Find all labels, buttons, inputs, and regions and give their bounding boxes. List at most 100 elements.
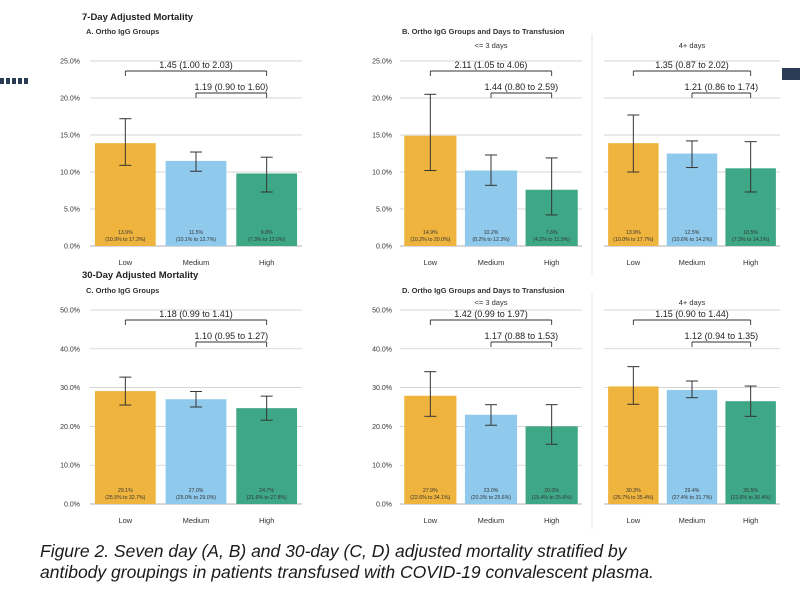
- panel-d1-bar-value-label: 23.0%: [484, 488, 499, 494]
- panel-d1-ytick-label: 0.0%: [376, 502, 392, 509]
- panel-a-title: A. Ortho IgG Groups: [86, 27, 159, 36]
- panel-b1-bar-value-label: 7.6%: [546, 230, 558, 236]
- panel-d2-category-label: High: [743, 516, 758, 525]
- panel-d1-category-label: Low: [423, 516, 437, 525]
- panel-d2-category-label: Medium: [679, 516, 706, 525]
- panel-c-bar-value-label: 24.7%: [259, 488, 274, 494]
- panel-c-category-label: High: [259, 516, 274, 525]
- panel-c-comparison-label: 1.10 (0.95 to 1.27): [195, 331, 269, 341]
- panel-a-category-label: Low: [118, 258, 132, 267]
- panel-d1-bar-ci-label: (20.3% to 25.6%): [471, 495, 511, 501]
- panel-b2-bar-ci-label: (7.3% to 14.1%): [732, 237, 769, 243]
- panel-c-title: C. Ortho IgG Groups: [86, 286, 159, 295]
- panel-b1-category-label: High: [544, 258, 559, 267]
- panel-a-category-label: High: [259, 258, 274, 267]
- caption-line-1: Figure 2. Seven day (A, B) and 30-day (C…: [40, 541, 627, 561]
- figure-panel: 7-Day Adjusted Mortality 30-Day Adjusted …: [34, 4, 782, 534]
- panel-b2-bar-value-label: 10.5%: [743, 230, 758, 236]
- panel-c-ytick-label: 40.0%: [60, 346, 80, 353]
- panel-b1-bar-ci-label: (10.2% to 20.0%): [410, 237, 450, 243]
- panel-a-comparison-label: 1.45 (1.00 to 2.03): [159, 60, 233, 70]
- panel-a-comparison-label: 1.19 (0.90 to 1.60): [195, 82, 269, 92]
- panel-c-bar-medium: [165, 399, 227, 504]
- panel-b1-category-label: Medium: [478, 258, 505, 267]
- panel-d1-bar-value-label: 27.9%: [423, 488, 438, 494]
- panel-b1-bar-ci-label: (8.2% to 12.3%): [472, 237, 509, 243]
- panel-c-bar-ci-label: (25.0% to 29.0%): [176, 495, 216, 501]
- panel-d2-bar-high: [725, 401, 776, 504]
- panel-d1-ytick-label: 40.0%: [372, 346, 392, 353]
- panel-d1-title: D. Ortho IgG Groups and Days to Transfus…: [402, 286, 565, 295]
- panel-c-ytick-label: 20.0%: [60, 424, 80, 431]
- panel-d2-category-label: Low: [626, 516, 640, 525]
- panel-a-bar-ci-label: (10.1% to 12.7%): [176, 237, 216, 243]
- panel-d1-category-label: Medium: [478, 516, 505, 525]
- panel-b1-ytick-label: 25.0%: [372, 59, 392, 66]
- panel-c-ytick-label: 50.0%: [60, 308, 80, 315]
- panel-c-bar-high: [236, 408, 298, 504]
- panel-d2-bar-ci-label: (25.7% to 35.4%): [613, 495, 653, 501]
- panel-d1-comparison-label: 1.42 (0.99 to 1.97): [454, 309, 528, 319]
- panel-c-bar-ci-label: (25.5% to 32.7%): [105, 495, 145, 501]
- panel-d2-bar-medium: [666, 389, 718, 504]
- panel-d2-bar-value-label: 30.3%: [626, 488, 641, 494]
- panel-c-ytick-label: 30.0%: [60, 385, 80, 392]
- panel-a-ytick-label: 15.0%: [60, 133, 80, 140]
- caption-line-2: antibody groupings in patients transfuse…: [40, 562, 654, 582]
- panel-d2-comparison-label: 1.12 (0.94 to 1.35): [685, 331, 759, 341]
- panel-b1-comparison-label: 1.44 (0.80 to 2.59): [485, 82, 559, 92]
- panel-b1-ytick-label: 10.0%: [372, 170, 392, 177]
- panel-a-category-label: Medium: [183, 258, 210, 267]
- panel-a-bar-medium: [165, 160, 227, 246]
- panel-d1-ytick-label: 30.0%: [372, 385, 392, 392]
- panel-a-bar-value-label: 13.9%: [118, 230, 133, 236]
- panel-c-bar-ci-label: (21.6% to 27.8%): [247, 495, 287, 501]
- slide-decoration-left: [0, 71, 34, 84]
- panel-d1-bar-medium: [464, 414, 518, 504]
- panel-b1-subtitle: <= 3 days: [475, 41, 508, 50]
- panel-d2-comparison-label: 1.15 (0.90 to 1.44): [655, 309, 729, 319]
- panel-b1-comparison-label: 2.11 (1.05 to 4.06): [455, 60, 528, 70]
- panel-c-ytick-label: 0.0%: [64, 502, 80, 509]
- panel-d1-ytick-label: 20.0%: [372, 424, 392, 431]
- panel-d1-comparison-label: 1.17 (0.88 to 1.53): [485, 331, 559, 341]
- panel-a-bar-ci-label: (7.3% to 12.0%): [248, 237, 285, 243]
- panel-b1-ytick-label: 20.0%: [372, 96, 392, 103]
- panel-b1-bar-value-label: 14.9%: [423, 230, 438, 236]
- panel-b2-category-label: Low: [626, 258, 640, 267]
- panel-d1-bar-value-label: 20.0%: [544, 488, 559, 494]
- panel-b2-bar-ci-label: (10.0% to 17.7%): [613, 237, 653, 243]
- panel-a-bar-ci-label: (10.9% to 17.2%): [105, 237, 145, 243]
- panel-b1-title: B. Ortho IgG Groups and Days to Transfus…: [402, 27, 565, 36]
- panel-b1-ytick-label: 15.0%: [372, 133, 392, 140]
- panel-d2-bar-low: [608, 386, 659, 504]
- section-title-30-day: 30-Day Adjusted Mortality: [82, 270, 199, 281]
- panel-b2-bar-value-label: 13.9%: [626, 230, 641, 236]
- panel-b2-subtitle: 4+ days: [679, 41, 706, 50]
- panel-c-category-label: Medium: [183, 516, 210, 525]
- panel-a-bar-value-label: 9.8%: [261, 230, 273, 236]
- mortality-charts: 7-Day Adjusted Mortality 30-Day Adjusted …: [60, 12, 780, 529]
- panel-a-ytick-label: 20.0%: [60, 96, 80, 103]
- panel-d1-ytick-label: 10.0%: [372, 463, 392, 470]
- panel-b2-bar-ci-label: (10.6% to 14.2%): [672, 237, 712, 243]
- panel-d1-subtitle: <= 3 days: [475, 298, 508, 307]
- panel-d2-bar-value-label: 29.4%: [685, 488, 700, 494]
- panel-c-category-label: Low: [118, 516, 132, 525]
- panel-b1-ytick-label: 0.0%: [376, 244, 392, 251]
- panel-b1-bar-ci-label: (4.2% to 11.9%): [533, 237, 570, 243]
- panel-b2-comparison-label: 1.21 (0.86 to 1.74): [685, 82, 759, 92]
- panel-b2-category-label: Medium: [679, 258, 706, 267]
- panel-b2-bar-value-label: 12.5%: [685, 230, 700, 236]
- panel-a-ytick-label: 10.0%: [60, 170, 80, 177]
- panel-d2-bar-value-label: 26.5%: [743, 488, 758, 494]
- panel-b1-ytick-label: 5.0%: [376, 207, 392, 214]
- panel-b1-bar-value-label: 10.2%: [484, 230, 499, 236]
- panel-d2-bar-ci-label: (22.6% to 30.4%): [731, 495, 771, 501]
- panel-d2-bar-ci-label: (27.4% to 31.7%): [672, 495, 712, 501]
- panel-c-comparison-label: 1.18 (0.99 to 1.41): [159, 309, 233, 319]
- panel-a-ytick-label: 5.0%: [64, 207, 80, 214]
- panel-d2-subtitle: 4+ days: [679, 298, 706, 307]
- panel-b2-category-label: High: [743, 258, 758, 267]
- panel-d1-bar-ci-label: (22.6% to 34.1%): [410, 495, 450, 501]
